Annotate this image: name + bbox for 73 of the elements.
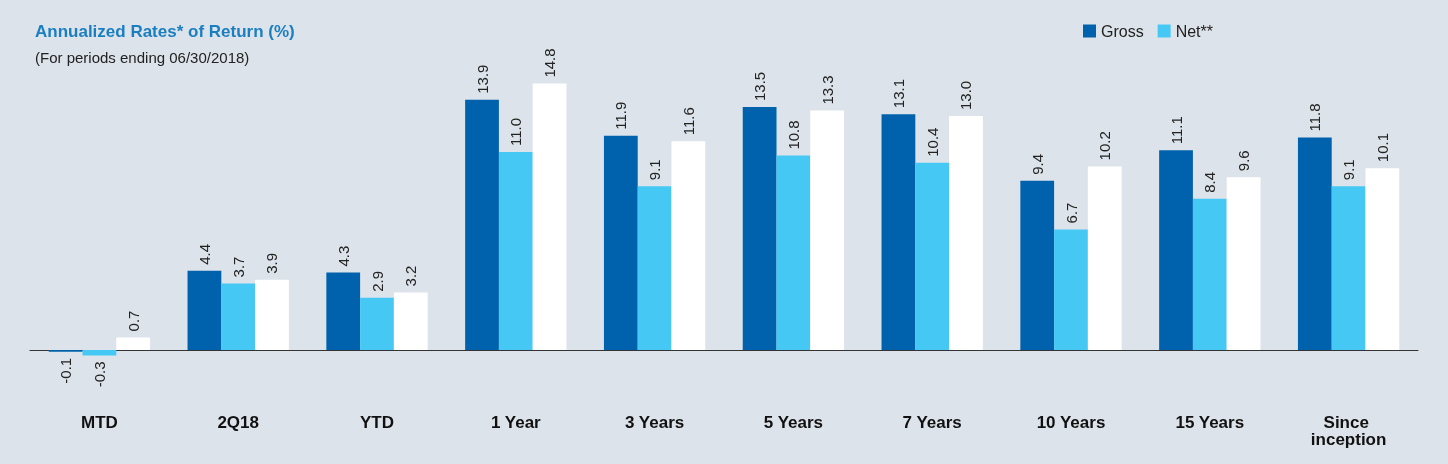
data-label: 11.0 (507, 117, 525, 146)
data-label: 11.6 (679, 107, 697, 136)
bar (637, 186, 672, 350)
bar (671, 141, 706, 350)
data-label: 9.1 (646, 159, 664, 181)
bar (1226, 177, 1261, 350)
bar (1087, 166, 1122, 350)
data-label: 11.8 (1306, 103, 1324, 132)
data-label: 13.0 (957, 80, 975, 110)
legend-label: Gross (1100, 22, 1144, 40)
x-tick-label: 3 Years (624, 413, 685, 432)
data-label: 14.8 (541, 48, 559, 78)
data-label: 13.1 (889, 79, 907, 109)
data-label: 11.1 (1167, 116, 1185, 145)
bar (1020, 180, 1055, 350)
data-label: 6.7 (1062, 202, 1080, 224)
data-label: 8.4 (1201, 171, 1219, 193)
data-label: -0.3 (90, 361, 108, 388)
x-tick-label: 10 Years (1036, 413, 1106, 432)
bar (116, 337, 151, 350)
bar (776, 155, 811, 350)
data-label: 10.8 (784, 120, 802, 150)
bar (742, 107, 777, 350)
bar (1331, 186, 1366, 350)
data-label: 4.4 (195, 243, 213, 265)
data-label: 9.6 (1235, 150, 1253, 172)
bar (82, 350, 117, 356)
x-tick-label: YTD (360, 413, 394, 432)
bar (949, 116, 983, 350)
bar (1365, 168, 1400, 350)
legend-label: Net** (1175, 22, 1214, 40)
x-tick-label: 2Q18 (217, 413, 259, 432)
bar (221, 283, 256, 350)
bar (810, 110, 845, 350)
bar (603, 135, 638, 350)
bar (360, 297, 394, 350)
data-label: 11.9 (612, 101, 630, 130)
bar (255, 279, 289, 350)
data-label: 9.1 (1340, 159, 1358, 181)
data-label: 13.9 (473, 64, 491, 94)
data-label: 9.4 (1028, 153, 1046, 175)
x-tick-label: 5 Years (763, 413, 824, 432)
data-label: 4.3 (334, 245, 352, 267)
x-tick-label: 7 Years (902, 413, 962, 432)
bar (532, 83, 567, 350)
bar (498, 152, 533, 350)
x-tick-label: MTD (80, 413, 118, 432)
data-label: 3.2 (402, 265, 420, 287)
data-label: -0.1 (57, 357, 75, 384)
chart-title: Annualized Rates* of Return (%) (35, 22, 295, 41)
bar (326, 272, 361, 350)
bar (1192, 198, 1227, 350)
data-label: 3.7 (229, 256, 247, 278)
data-label: 3.9 (263, 252, 281, 274)
x-tick-label: Since inception (1310, 413, 1387, 449)
data-label: 10.2 (1096, 131, 1114, 161)
bar (465, 99, 499, 350)
data-label: 2.9 (368, 270, 386, 292)
data-label: 13.5 (751, 71, 769, 101)
bar (881, 114, 916, 350)
data-label: 10.1 (1373, 133, 1391, 163)
data-label: 13.3 (818, 75, 836, 105)
chart-subtitle: (For periods ending 06/30/2018) (35, 49, 250, 66)
bar (1159, 150, 1193, 350)
data-label: 10.4 (923, 127, 941, 157)
bar (393, 292, 428, 350)
bar (1297, 137, 1332, 350)
data-label: 0.7 (124, 310, 142, 332)
bar (915, 162, 950, 350)
bar (187, 270, 222, 350)
x-tick-label: 15 Years (1175, 413, 1245, 432)
bar (1054, 229, 1088, 350)
x-tick-label: 1 Year (490, 413, 542, 432)
